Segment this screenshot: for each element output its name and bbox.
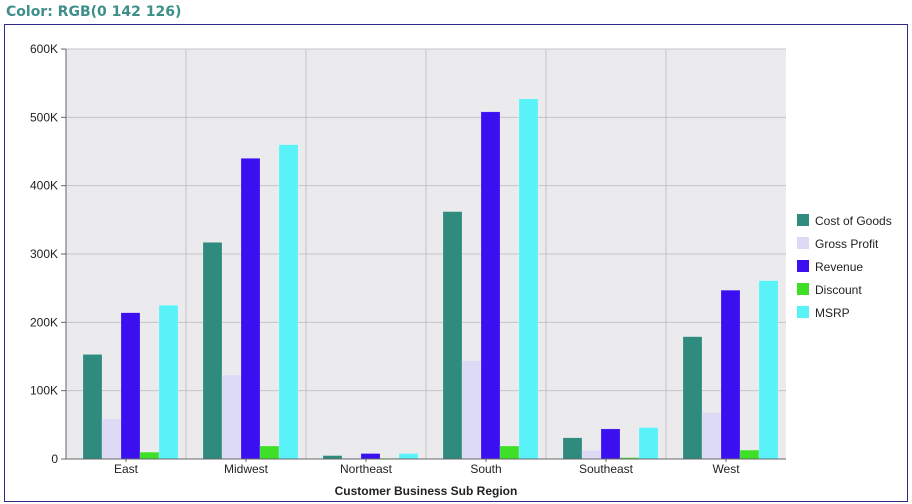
y-tick-label: 600K bbox=[30, 42, 58, 56]
bar-msrp[interactable] bbox=[158, 305, 179, 460]
x-tick-label: Northeast bbox=[340, 462, 393, 476]
y-tick-label: 500K bbox=[30, 110, 58, 124]
bar-revenue[interactable] bbox=[120, 312, 141, 460]
y-tick-label: 200K bbox=[30, 315, 58, 329]
chart-container: 0 100K 200K 300K 400K 500K 600K East Midwest Nort… bbox=[4, 24, 908, 502]
legend-swatch bbox=[797, 260, 809, 272]
bar-chart: 0 100K 200K 300K 400K 500K 600K East Midwest Nort… bbox=[30, 42, 892, 498]
bar-revenue[interactable] bbox=[600, 428, 621, 460]
bar-msrp[interactable] bbox=[758, 280, 779, 460]
legend-label[interactable]: Gross Profit bbox=[815, 237, 879, 251]
bar-cost-of-goods[interactable] bbox=[202, 242, 223, 460]
legend-label[interactable]: Revenue bbox=[815, 260, 863, 274]
bar-gross-profit[interactable] bbox=[101, 418, 122, 460]
y-tick-label: 400K bbox=[30, 179, 58, 193]
bar-cost-of-goods[interactable] bbox=[82, 354, 103, 460]
legend-label[interactable]: MSRP bbox=[815, 306, 850, 320]
x-tick-label: South bbox=[470, 462, 501, 476]
x-tick-label: Midwest bbox=[224, 462, 269, 476]
bar-revenue[interactable] bbox=[360, 453, 381, 460]
bar-cost-of-goods[interactable] bbox=[322, 455, 343, 460]
legend-label[interactable]: Discount bbox=[815, 283, 862, 297]
bar-cost-of-goods[interactable] bbox=[562, 437, 583, 460]
legend-swatch bbox=[797, 214, 809, 226]
legend: Cost of Goods Gross Profit Revenue Discount… bbox=[797, 214, 892, 320]
x-tick-label: East bbox=[114, 462, 139, 476]
x-tick-label: Southeast bbox=[579, 462, 634, 476]
y-tick-label: 0 bbox=[51, 452, 58, 466]
bar-msrp[interactable] bbox=[398, 453, 419, 460]
bar-gross-profit[interactable] bbox=[461, 360, 482, 460]
axes: 0 100K 200K 300K 400K 500K 600K East Midwest Nort… bbox=[30, 42, 786, 498]
page-title: Color: RGB(0 142 126) bbox=[6, 4, 182, 20]
x-tick-label: West bbox=[712, 462, 740, 476]
legend-swatch bbox=[797, 306, 809, 318]
y-tick-label: 300K bbox=[30, 247, 58, 261]
bar-msrp[interactable] bbox=[638, 427, 659, 460]
bar-discount[interactable] bbox=[139, 451, 160, 460]
bar-cost-of-goods[interactable] bbox=[682, 336, 703, 460]
bar-msrp[interactable] bbox=[518, 98, 539, 460]
bar-revenue[interactable] bbox=[480, 111, 501, 460]
bar-gross-profit[interactable] bbox=[221, 374, 242, 460]
gridlines bbox=[66, 48, 786, 460]
legend-swatch bbox=[797, 283, 809, 295]
bar-gross-profit[interactable] bbox=[581, 449, 602, 460]
bar-discount[interactable] bbox=[259, 445, 280, 460]
bar-gross-profit[interactable] bbox=[701, 412, 722, 460]
bar-revenue[interactable] bbox=[720, 289, 741, 460]
bar-revenue[interactable] bbox=[240, 158, 261, 460]
legend-swatch bbox=[797, 237, 809, 249]
bar-msrp[interactable] bbox=[278, 144, 299, 460]
x-axis-title: Customer Business Sub Region bbox=[335, 484, 518, 498]
bars bbox=[82, 98, 779, 460]
bar-cost-of-goods[interactable] bbox=[442, 211, 463, 460]
bar-discount[interactable] bbox=[739, 449, 760, 460]
bar-discount[interactable] bbox=[499, 445, 520, 460]
legend-label[interactable]: Cost of Goods bbox=[815, 214, 892, 228]
y-tick-label: 100K bbox=[30, 384, 58, 398]
